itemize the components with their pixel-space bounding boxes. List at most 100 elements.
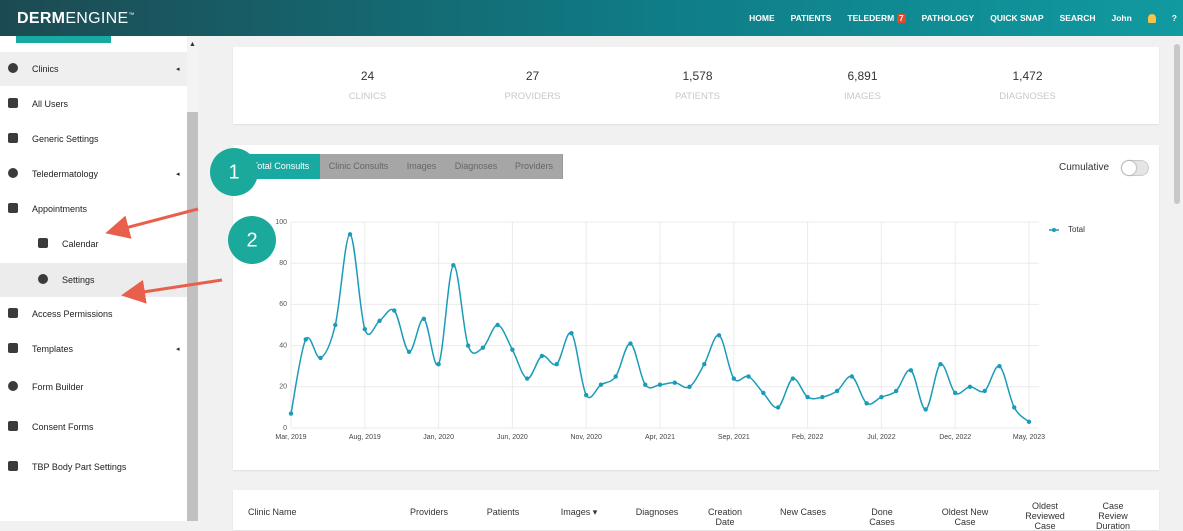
- stat: 6,891 IMAGES: [770, 47, 955, 102]
- expand-caret[interactable]: ◂: [176, 171, 180, 178]
- tab[interactable]: Diagnoses: [446, 154, 507, 179]
- x-tick-label: Jan, 2020: [423, 434, 454, 441]
- table-header[interactable]: Images ▾: [560, 507, 598, 517]
- data-point: [539, 353, 545, 359]
- sidebar-item[interactable]: Access Permissions: [0, 297, 187, 331]
- data-point: [761, 390, 766, 396]
- stat-label: CLINICS: [348, 91, 387, 102]
- help-icon[interactable]: ?: [1171, 13, 1177, 23]
- sidebar-item[interactable]: TBP Body Part Settings: [0, 450, 187, 484]
- nav-label: QUICK SNAP: [990, 13, 1044, 23]
- expand-caret[interactable]: ◂: [176, 66, 180, 73]
- scroll-thumb[interactable]: [187, 112, 198, 521]
- tab[interactable]: Clinic Consults: [320, 154, 398, 179]
- table-header: Oldest New Case: [941, 507, 989, 527]
- data-point: [318, 355, 323, 361]
- nav-label: PATIENTS: [790, 13, 832, 23]
- sidebar-item[interactable]: Templates ◂: [0, 332, 187, 366]
- sidebar-icon: [38, 274, 48, 284]
- nav-item[interactable]: John: [1111, 13, 1131, 23]
- data-point: [554, 361, 559, 367]
- sidebar-item[interactable]: Teledermatology ◂: [0, 157, 187, 191]
- page-scroll-thumb[interactable]: [1174, 44, 1180, 204]
- data-point: [377, 318, 382, 324]
- data-point: [834, 388, 840, 394]
- legend-label: Total: [1068, 225, 1085, 234]
- y-tick-label: 40: [279, 342, 287, 349]
- sidebar-item[interactable]: Settings: [0, 263, 187, 297]
- sidebar-item[interactable]: Consent Forms: [0, 410, 187, 444]
- tab[interactable]: Providers: [506, 154, 563, 179]
- data-point: [451, 263, 456, 268]
- nav-item[interactable]: HOME: [749, 13, 775, 23]
- sidebar-icon: [8, 63, 18, 73]
- data-point: [657, 382, 663, 387]
- sidebar-item[interactable]: Appointments: [0, 192, 187, 226]
- tab[interactable]: Images: [397, 154, 447, 179]
- sidebar-icon: [8, 308, 18, 318]
- data-point: [524, 376, 530, 381]
- stat: 24 CLINICS: [275, 47, 460, 102]
- sidebar-item[interactable]: All Users: [0, 87, 187, 121]
- nav-label: HOME: [749, 13, 775, 23]
- data-point: [362, 326, 367, 332]
- data-point: [421, 316, 427, 322]
- data-point: [746, 374, 751, 379]
- sidebar-item[interactable]: Form Builder: [0, 370, 187, 404]
- sidebar-label: Clinics: [32, 64, 59, 74]
- table-header: Patients: [486, 507, 520, 517]
- brand[interactable]: DERMENGINE™: [17, 10, 135, 27]
- table-header: New Cases: [779, 507, 826, 517]
- sidebar-item[interactable]: Clinics ◂: [0, 52, 187, 86]
- stat-label: IMAGES: [844, 91, 881, 102]
- data-point: [997, 364, 1002, 369]
- table-header: Providers: [409, 507, 448, 517]
- data-point: [790, 376, 796, 381]
- sidebar-item[interactable]: Calendar: [0, 227, 187, 261]
- nav-label: SEARCH: [1059, 13, 1096, 23]
- data-point: [687, 384, 692, 389]
- nav-item[interactable]: SEARCH: [1060, 13, 1096, 23]
- sidebar-icon: [38, 238, 48, 248]
- table-header: Creation Date: [707, 507, 743, 527]
- expand-caret[interactable]: ◂: [176, 346, 180, 353]
- nav-item[interactable]: TELEDERM 7: [847, 13, 906, 23]
- sidebar-icon: [8, 421, 18, 431]
- sidebar-icon: [8, 98, 18, 108]
- data-point: [347, 232, 353, 237]
- toggle[interactable]: [1121, 160, 1149, 176]
- sidebar-label: Templates: [32, 344, 74, 354]
- sidebar-item[interactable]: Generic Settings: [0, 122, 187, 156]
- data-point: [643, 382, 648, 387]
- nav-item[interactable]: PATIENTS: [791, 13, 832, 23]
- x-tick-label: Nov, 2020: [571, 434, 602, 441]
- y-tick-label: 0: [283, 425, 287, 432]
- notification-badge: 7: [897, 13, 906, 23]
- stats-card: 24 CLINICS 27 PROVIDERS 1,578 PATIENTS 6,891 IM…: [233, 47, 1159, 124]
- sidebar-icon: [8, 168, 18, 178]
- data-point: [849, 374, 855, 379]
- nav-item[interactable]: PATHOLOGY: [922, 13, 975, 23]
- data-point: [569, 331, 574, 336]
- nav-label: PATHOLOGY: [921, 13, 975, 23]
- data-point: [1026, 419, 1032, 425]
- y-tick-label: 80: [279, 260, 287, 267]
- x-tick-label: Jul, 2022: [867, 434, 896, 441]
- data-point: [731, 376, 736, 381]
- sidebar-icon: [8, 381, 18, 391]
- y-tick-label: 100: [275, 219, 287, 226]
- stat-value: 6,891: [847, 69, 878, 83]
- data-point: [392, 308, 397, 313]
- scroll-arrow[interactable]: ▲: [189, 41, 196, 48]
- data-point: [893, 388, 899, 394]
- stat-label: PATIENTS: [674, 91, 721, 102]
- sidebar-accent: [16, 36, 111, 43]
- x-tick-label: Jun, 2020: [497, 434, 528, 441]
- data-point: [702, 361, 707, 367]
- data-point: [923, 407, 928, 412]
- data-point: [805, 394, 810, 400]
- table-header: Diagnoses: [635, 507, 679, 517]
- nav-item[interactable]: QUICK SNAP: [990, 13, 1043, 23]
- sidebar-icon: [8, 343, 18, 353]
- bell-icon[interactable]: [1147, 13, 1156, 23]
